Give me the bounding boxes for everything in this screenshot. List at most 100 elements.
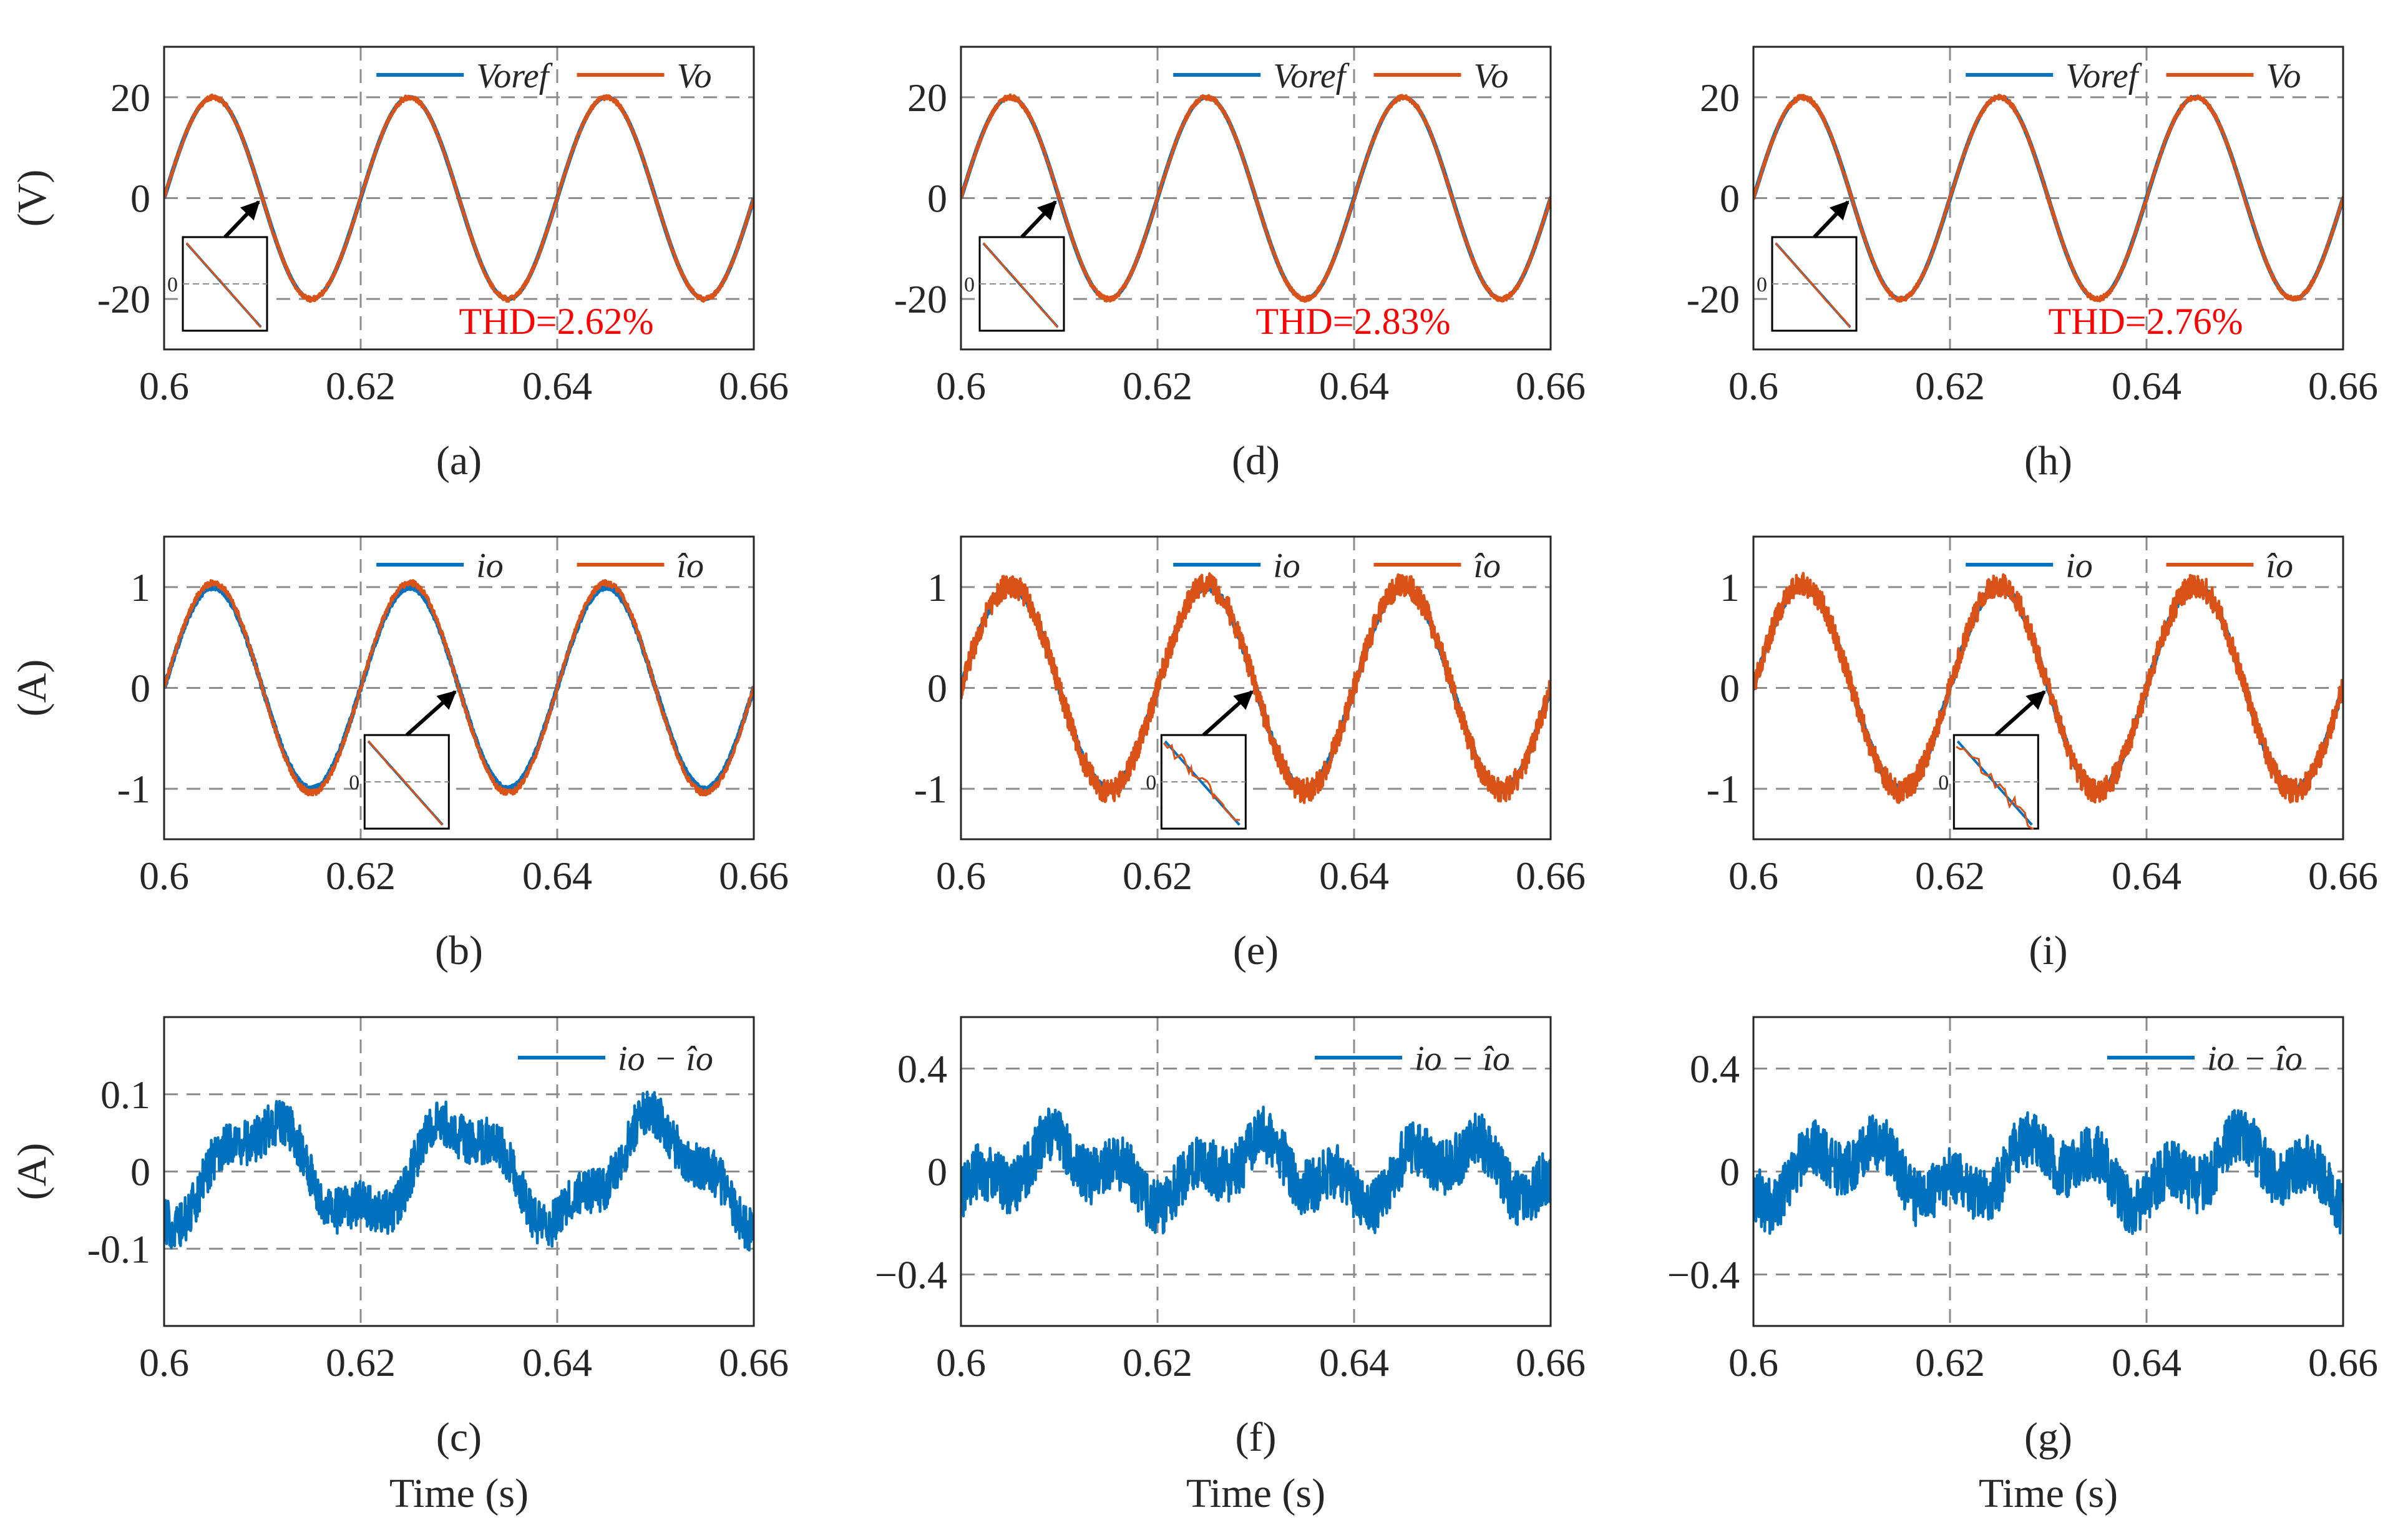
x-tick-label: 0.64 xyxy=(2112,854,2181,898)
legend-label: Voref xyxy=(1273,57,1350,95)
zoom-arrow xyxy=(1202,690,1254,737)
y-tick-label: 0 xyxy=(927,666,947,711)
zoom-tick-label: 0 xyxy=(1938,771,1949,794)
y-tick-label: 1 xyxy=(1720,565,1740,610)
legend-label: Voref xyxy=(476,57,553,95)
x-tick-label: 0.62 xyxy=(1123,364,1192,408)
x-tick-label: 0.6 xyxy=(936,364,986,408)
panel-caption: (d) xyxy=(1232,438,1280,484)
legend: Voref Vo xyxy=(1173,57,1509,95)
x-axis-title: Time (s) xyxy=(1186,1471,1325,1516)
x-tick-label: 0.62 xyxy=(1915,1340,1985,1385)
x-tick-label: 0.62 xyxy=(1123,1340,1192,1385)
y-tick-label: 0 xyxy=(130,666,150,711)
x-tick-label: 0.66 xyxy=(719,1340,789,1385)
series-group xyxy=(961,572,1551,804)
x-tick-label: 0.6 xyxy=(936,1340,986,1385)
legend-label: Vo xyxy=(1474,57,1509,95)
x-tick-label: 0.66 xyxy=(2308,854,2378,898)
series-group xyxy=(1753,572,2343,804)
zoom-arrow xyxy=(223,200,260,239)
zoom-tick-label: 0 xyxy=(167,273,178,296)
legend: io îo xyxy=(1173,547,1501,585)
panel-caption: (e) xyxy=(1233,928,1279,973)
zoom-inset: 0 xyxy=(167,200,268,332)
x-tick-label: 0.6 xyxy=(1728,364,1778,408)
series-group xyxy=(961,1105,1551,1235)
series-line-1 xyxy=(164,93,754,303)
zoom-inset: 0 xyxy=(1938,690,2046,831)
axes-frame xyxy=(960,46,1552,351)
series-line-0 xyxy=(1753,1109,2343,1235)
y-tick-label: 0 xyxy=(130,1150,150,1194)
legend: io − îo xyxy=(2107,1040,2303,1078)
series-group xyxy=(164,93,754,303)
zoom-inset: 0 xyxy=(349,690,457,830)
y-tick-label: -20 xyxy=(894,277,947,321)
axes-frame xyxy=(163,46,755,351)
panel-d: 0.6 0.62 0.64 0.66 -20 0 20 (d) Voref Vo THD=2.83%… xyxy=(894,46,1586,484)
x-tick-label: 0.66 xyxy=(719,364,789,408)
x-tick-label: 0.62 xyxy=(1915,854,1985,898)
x-tick-label: 0.6 xyxy=(1728,854,1778,898)
series-line-1 xyxy=(1753,572,2343,804)
legend-label: îo xyxy=(2266,547,2294,585)
legend-label: io − îo xyxy=(2207,1040,2303,1078)
y-tick-label: 20 xyxy=(1700,76,1740,120)
x-tick-label: 0.66 xyxy=(2308,364,2378,408)
y-tick-label: −0.4 xyxy=(875,1253,947,1297)
legend-label: îo xyxy=(1474,547,1501,585)
y-tick-label: 20 xyxy=(907,76,947,120)
thd-annotation: THD=2.62% xyxy=(459,301,654,342)
panel-f: 0.6 0.62 0.64 0.66 −0.4 0 0.4 (f) Time (s) io − î… xyxy=(875,1016,1586,1516)
y-tick-label: 0 xyxy=(1720,666,1740,711)
legend: io îo xyxy=(1966,547,2293,585)
legend: io îo xyxy=(376,547,704,585)
zoom-tick-label: 0 xyxy=(1757,273,1767,296)
panel-caption: (f) xyxy=(1236,1415,1277,1460)
axes-frame xyxy=(163,535,755,840)
x-tick-label: 0.6 xyxy=(936,854,986,898)
y-tick-label: 1 xyxy=(927,565,947,610)
y-axis-label: (A) xyxy=(9,660,55,717)
y-tick-label: -0.1 xyxy=(87,1227,150,1271)
series-line-0 xyxy=(961,1105,1551,1235)
zoom-trace-orange xyxy=(1163,742,1241,821)
x-tick-label: 0.64 xyxy=(1319,1340,1389,1385)
y-tick-label: 0 xyxy=(130,177,150,221)
series-group xyxy=(164,579,754,797)
y-tick-label: 0.4 xyxy=(897,1047,947,1091)
x-tick-label: 0.62 xyxy=(326,854,396,898)
series-group xyxy=(1753,93,2343,303)
axes-frame xyxy=(960,535,1552,840)
legend: io − îo xyxy=(518,1040,713,1078)
legend-label: io xyxy=(476,547,504,585)
y-tick-label: 0 xyxy=(927,1150,947,1194)
y-tick-label: −0.4 xyxy=(1667,1253,1740,1297)
zoom-trace-orange xyxy=(368,740,444,826)
x-tick-label: 0.62 xyxy=(1123,854,1192,898)
panel-i: 0.6 0.62 0.64 0.66 -1 0 1 (i) io îo 0 xyxy=(1707,535,2378,973)
panel-b: 0.6 0.62 0.64 0.66 -1 0 1 (A) (b) io îo 0 xyxy=(9,535,789,973)
legend-label: îo xyxy=(677,547,704,585)
thd-annotation: THD=2.76% xyxy=(2049,301,2243,342)
zoom-trace-orange xyxy=(1956,746,2034,831)
x-tick-label: 0.64 xyxy=(522,364,592,408)
x-tick-label: 0.66 xyxy=(719,854,789,898)
zoom-inset: 0 xyxy=(1757,200,1858,332)
y-tick-label: -1 xyxy=(117,767,150,811)
zoom-inset: 0 xyxy=(1146,690,1254,830)
series-group xyxy=(164,1090,754,1252)
x-tick-label: 0.66 xyxy=(1516,364,1586,408)
y-tick-label: 0 xyxy=(927,177,947,221)
panel-c: 0.6 0.62 0.64 0.66 -0.1 0 0.1 (A) (c) Time (s) io … xyxy=(9,1016,789,1516)
y-tick-label: -20 xyxy=(97,277,150,321)
panel-g: 0.6 0.62 0.64 0.66 −0.4 0 0.4 (g) Time (s) io − î… xyxy=(1667,1016,2378,1516)
panel-caption: (a) xyxy=(436,438,482,484)
zoom-arrow xyxy=(1813,200,1850,239)
y-tick-label: -20 xyxy=(1687,277,1740,321)
axes-frame xyxy=(1752,46,2344,351)
x-axis-title: Time (s) xyxy=(1979,1471,2118,1516)
y-axis-label: (V) xyxy=(9,170,55,227)
